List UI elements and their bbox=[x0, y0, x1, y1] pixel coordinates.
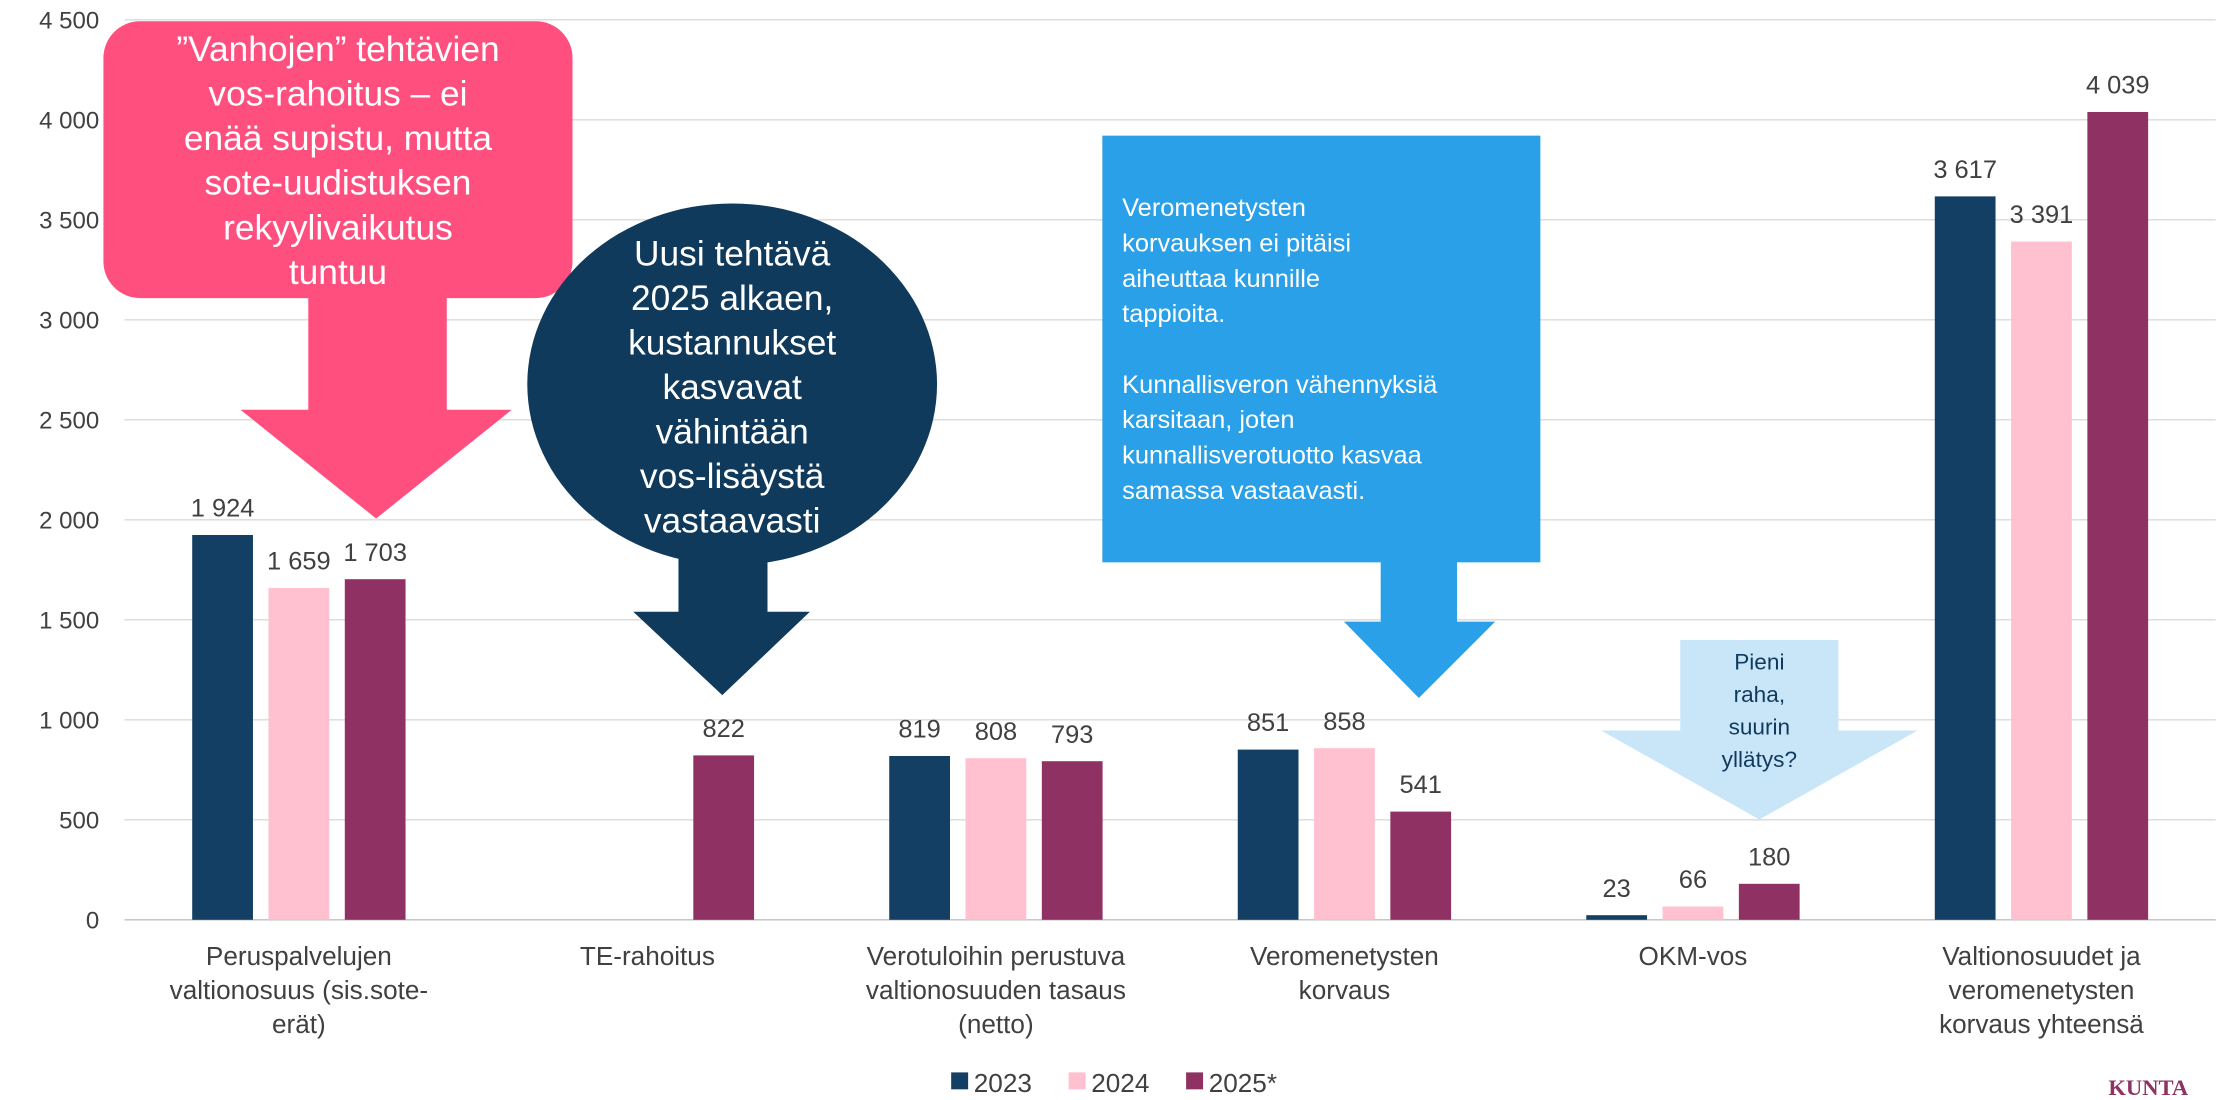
bar bbox=[965, 758, 1027, 920]
bar bbox=[889, 755, 950, 920]
value-label: 1 659 bbox=[267, 548, 331, 576]
bar bbox=[1662, 906, 1724, 920]
bar bbox=[1586, 915, 1648, 920]
callout-blue bbox=[1102, 135, 1541, 698]
value-label: 793 bbox=[1051, 721, 1093, 749]
legend-label: 2023 bbox=[974, 1068, 1032, 1095]
y-tick-label: 3 500 bbox=[39, 207, 99, 234]
bar bbox=[2087, 111, 2149, 920]
value-label: 808 bbox=[975, 718, 1017, 746]
callout-light bbox=[1601, 640, 1918, 820]
value-label: 541 bbox=[1400, 771, 1442, 799]
value-label: 4 039 bbox=[2086, 72, 2150, 100]
bar bbox=[268, 587, 330, 920]
x-tick-label: Valtionosuudet ja veromenetysten korvaus y… bbox=[1939, 941, 2144, 1039]
y-tick-label: 4 500 bbox=[39, 7, 99, 34]
value-label: 3 391 bbox=[2010, 201, 2074, 229]
y-tick-label: 2 000 bbox=[39, 507, 99, 534]
legend-swatch bbox=[1068, 1072, 1086, 1090]
annotation: ”Vanhojen” tehtävien vos-rahoitus – ei enä… bbox=[176, 30, 499, 292]
callout-navy bbox=[527, 203, 938, 696]
value-label: 819 bbox=[898, 716, 940, 744]
bar bbox=[1237, 749, 1299, 920]
legend-swatch bbox=[951, 1072, 969, 1090]
legend-label: 2025* bbox=[1209, 1068, 1277, 1095]
value-label: 1 924 bbox=[191, 495, 255, 523]
logo: KUNTA bbox=[2108, 1075, 2189, 1095]
value-label: 822 bbox=[702, 715, 744, 743]
bar bbox=[693, 755, 755, 920]
x-tick-label: OKM-vos bbox=[1639, 941, 1748, 971]
value-label: 1 703 bbox=[343, 539, 407, 567]
bar bbox=[2011, 241, 2072, 920]
bar bbox=[1934, 196, 1996, 920]
bar bbox=[192, 534, 253, 920]
value-label: 851 bbox=[1247, 709, 1289, 737]
value-label: 3 617 bbox=[1933, 156, 1997, 184]
annotation: Pieni raha, suurin yllätys? bbox=[1722, 650, 1797, 772]
callout-pink bbox=[103, 21, 573, 519]
y-tick-label: 4 000 bbox=[39, 107, 99, 134]
annotation: Veromenetysten korvauksen ei pitäisi aiheu… bbox=[1122, 194, 1438, 505]
y-tick-label: 3 000 bbox=[39, 307, 99, 334]
value-label: 66 bbox=[1679, 866, 1707, 894]
bar bbox=[1390, 811, 1452, 920]
y-tick-label: 2 500 bbox=[39, 407, 99, 434]
y-tick-label: 0 bbox=[86, 907, 99, 934]
value-label: 23 bbox=[1603, 875, 1631, 903]
legend-label: 2024 bbox=[1091, 1068, 1149, 1095]
annotation: Uusi tehtävä 2025 alkaen, kustannukset kasv… bbox=[628, 235, 836, 541]
bar bbox=[1314, 748, 1375, 920]
bar bbox=[1738, 883, 1800, 920]
x-tick-label: Veromenetysten korvaus bbox=[1250, 941, 1439, 1005]
legend-swatch bbox=[1186, 1072, 1204, 1090]
bar bbox=[1041, 761, 1103, 920]
x-tick-label: TE-rahoitus bbox=[580, 941, 715, 971]
x-tick-label: Verotuloihin perustuva valtionosuuden tas… bbox=[866, 941, 1126, 1039]
x-tick-label: Peruspalvelujen valtionosuus (sis.sote-er… bbox=[170, 941, 428, 1039]
value-label: 858 bbox=[1323, 708, 1365, 736]
bar bbox=[344, 579, 406, 920]
y-tick-label: 1 000 bbox=[39, 707, 99, 734]
value-label: 180 bbox=[1748, 843, 1790, 871]
y-tick-label: 1 500 bbox=[39, 607, 99, 634]
y-tick-label: 500 bbox=[59, 807, 99, 834]
